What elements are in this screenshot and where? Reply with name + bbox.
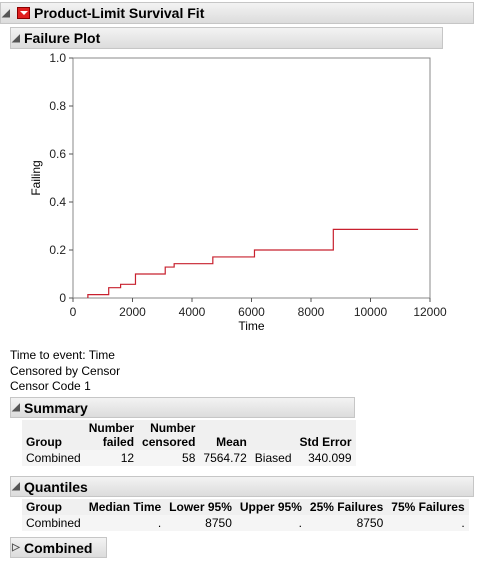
quantiles-group: Combined <box>22 515 85 531</box>
failure-plot-chart: 0 2000 4000 6000 8000 10000 12000 0 0.2 0.4 0.6 0.8… <box>29 52 447 333</box>
summary-table: Group Number failed Number censored Mean S… <box>22 420 356 466</box>
time-to-event-value: Time <box>88 348 115 362</box>
summary-group: Combined <box>22 450 85 466</box>
report-header: ◢ Product-Limit Survival Fit <box>0 2 474 24</box>
censor-code-value: 1 <box>84 379 91 393</box>
x-tick-label: 4000 <box>179 305 206 319</box>
summary-header: ◢ Summary <box>10 397 355 418</box>
quantiles-col-group: Group <box>22 499 85 515</box>
quantiles-col-q25: 25% Failures <box>305 499 388 515</box>
summary-title: Summary <box>24 399 88 416</box>
summary-col-mean: Mean <box>199 420 251 450</box>
x-tick-label: 0 <box>70 305 77 319</box>
x-tick-label: 2000 <box>119 305 146 319</box>
y-axis-label: Failing <box>29 160 43 195</box>
quantiles-lower: 8750 <box>165 515 236 531</box>
summary-mean: 7564.72 <box>199 450 251 466</box>
y-tick-label: 1.0 <box>49 52 66 65</box>
quantiles-header: ◢ Quantiles <box>10 476 474 497</box>
x-axis-label: Time <box>238 319 265 333</box>
time-to-event-row: Time to event: Time <box>10 348 115 362</box>
failure-plot-title: Failure Plot <box>24 30 101 46</box>
y-tick-label: 0.6 <box>49 147 66 161</box>
censored-by-row: Censored by Censor <box>10 364 120 378</box>
red-triangle-menu-icon[interactable] <box>17 7 30 19</box>
plot-frame <box>72 57 431 299</box>
summary-col-group: Group <box>22 420 85 450</box>
collapse-triangle-icon[interactable]: ◢ <box>12 481 20 492</box>
y-tick-label: 0.4 <box>49 195 66 209</box>
summary-censored: 58 <box>138 450 200 466</box>
table-row: Combined 12 58 7564.72 Biased 340.099 <box>22 450 356 466</box>
quantiles-q25: 8750 <box>305 515 388 531</box>
y-tick-label: 0.8 <box>49 99 66 113</box>
combined-title: Combined <box>24 539 93 556</box>
quantiles-table: Group Median Time Lower 95% Upper 95% 25… <box>22 499 469 531</box>
y-tick-label: 0.2 <box>49 243 66 257</box>
y-tick-label: 0 <box>59 291 66 305</box>
summary-note: Biased <box>250 450 296 466</box>
collapse-triangle-icon[interactable]: ◢ <box>12 32 20 44</box>
quantiles-q75: . <box>387 515 469 531</box>
table-row: Combined . 8750 . 8750 . <box>22 515 469 531</box>
failure-plot-header: ◢ Failure Plot <box>10 27 443 49</box>
censored-by-value: Censor <box>81 364 121 378</box>
quantiles-col-lower: Lower 95% <box>165 499 236 515</box>
collapse-triangle-icon[interactable]: ◢ <box>12 402 20 413</box>
quantiles-col-upper: Upper 95% <box>235 499 306 515</box>
x-tick-label: 12000 <box>413 305 447 319</box>
summary-col-note <box>250 420 296 450</box>
time-to-event-label: Time to event: <box>10 348 86 362</box>
x-tick-label: 8000 <box>298 305 325 319</box>
summary-col-failed: Number failed <box>84 420 139 450</box>
summary-col-censored: Number censored <box>138 420 200 450</box>
report-title: Product-Limit Survival Fit <box>34 5 205 21</box>
summary-stderr: 340.099 <box>295 450 356 466</box>
censored-by-label: Censored by <box>10 364 79 378</box>
summary-col-stderr: Std Error <box>295 420 356 450</box>
combined-header: ▷ Combined <box>10 537 107 558</box>
x-tick-label: 6000 <box>238 305 265 319</box>
censor-code-row: Censor Code 1 <box>10 379 91 393</box>
quantiles-title: Quantiles <box>24 478 88 495</box>
failure-step-line <box>87 228 419 298</box>
quantiles-col-q75: 75% Failures <box>387 499 469 515</box>
collapse-triangle-icon[interactable]: ◢ <box>2 7 10 19</box>
quantiles-median: . <box>84 515 166 531</box>
quantiles-col-median: Median Time <box>84 499 166 515</box>
expand-triangle-icon[interactable]: ▷ <box>12 542 20 553</box>
summary-failed: 12 <box>84 450 139 466</box>
censor-code-label: Censor Code <box>10 379 81 393</box>
x-tick-label: 10000 <box>354 305 388 319</box>
quantiles-upper: . <box>235 515 306 531</box>
